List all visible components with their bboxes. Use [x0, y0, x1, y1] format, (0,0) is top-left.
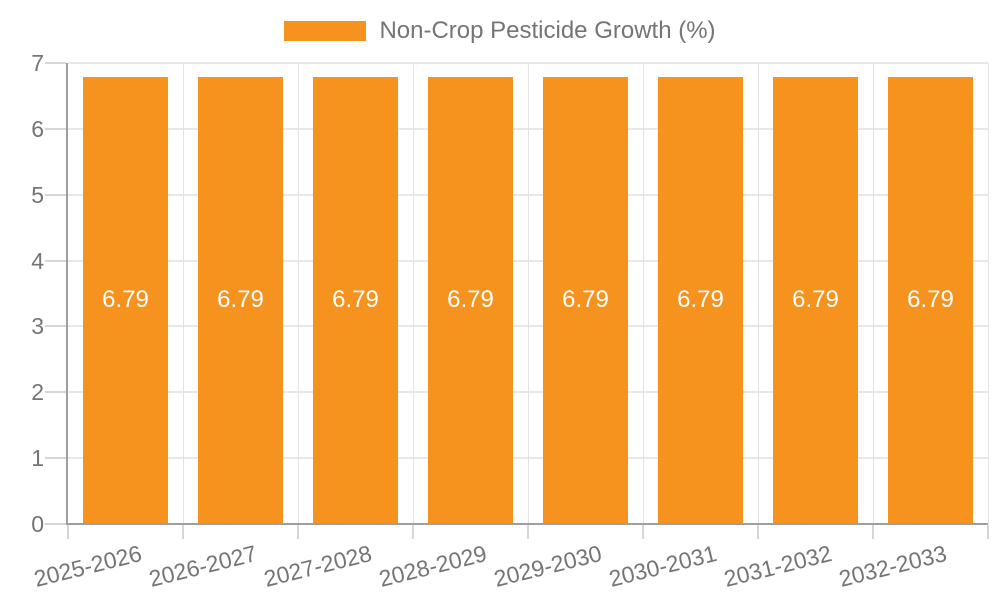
- x-gridline: [987, 63, 989, 524]
- legend-label: Non-Crop Pesticide Growth (%): [379, 17, 716, 44]
- x-tick: [872, 525, 874, 539]
- bar[interactable]: 6.79: [428, 76, 513, 524]
- bar-value-label: 6.79: [102, 286, 149, 314]
- y-tick: [45, 325, 66, 328]
- bar[interactable]: 6.79: [543, 76, 628, 524]
- y-tick: [45, 259, 66, 262]
- x-gridline: [182, 63, 184, 524]
- legend: Non-Crop Pesticide Growth (%): [0, 16, 1000, 46]
- bar-value-label: 6.79: [447, 286, 494, 314]
- y-tick: [45, 62, 66, 64]
- x-tick: [67, 525, 69, 539]
- y-axis-label: 1: [31, 445, 44, 472]
- x-tick: [987, 525, 989, 539]
- bar[interactable]: 6.79: [313, 76, 398, 524]
- y-axis-label: 0: [31, 511, 44, 537]
- x-tick: [182, 525, 184, 539]
- bar[interactable]: 6.79: [658, 76, 743, 524]
- x-tick: [757, 525, 759, 539]
- x-gridline: [757, 63, 759, 524]
- bar-value-label: 6.79: [217, 286, 264, 314]
- legend-item[interactable]: Non-Crop Pesticide Growth (%): [284, 17, 716, 45]
- y-tick: [45, 193, 66, 196]
- plot-area: 6.79 6.79 6.79 6.79 6.79 6.79 6.79 6.79: [68, 62, 989, 524]
- y-axis-label: 7: [31, 50, 44, 76]
- bar[interactable]: 6.79: [83, 76, 168, 524]
- x-tick: [527, 525, 529, 539]
- bar[interactable]: 6.79: [773, 76, 858, 524]
- x-gridline: [642, 63, 644, 524]
- y-axis-label: 6: [31, 115, 44, 142]
- y-axis-label: 2: [31, 379, 44, 406]
- x-axis-line: [66, 523, 988, 525]
- x-gridline: [412, 63, 414, 524]
- x-gridline: [872, 63, 874, 524]
- x-gridline: [297, 63, 299, 524]
- y-axis-label: 3: [31, 313, 44, 340]
- x-tick: [297, 525, 299, 539]
- y-axis-label: 5: [31, 181, 44, 208]
- bar-value-label: 6.79: [907, 286, 954, 314]
- x-tick: [412, 525, 414, 539]
- y-tick: [45, 391, 66, 394]
- bar[interactable]: 6.79: [888, 76, 973, 524]
- y-axis-line: [66, 63, 68, 524]
- bar-value-label: 6.79: [792, 286, 839, 314]
- bar-value-label: 6.79: [332, 286, 379, 314]
- legend-swatch-icon: [284, 21, 367, 41]
- y-tick: [45, 457, 66, 460]
- x-tick: [642, 525, 644, 539]
- y-tick: [45, 127, 66, 130]
- bar[interactable]: 6.79: [198, 76, 283, 524]
- y-tick: [45, 523, 66, 525]
- x-gridline: [527, 63, 529, 524]
- y-axis-label: 4: [31, 247, 44, 274]
- bar-value-label: 6.79: [677, 286, 724, 314]
- bar-value-label: 6.79: [562, 286, 609, 314]
